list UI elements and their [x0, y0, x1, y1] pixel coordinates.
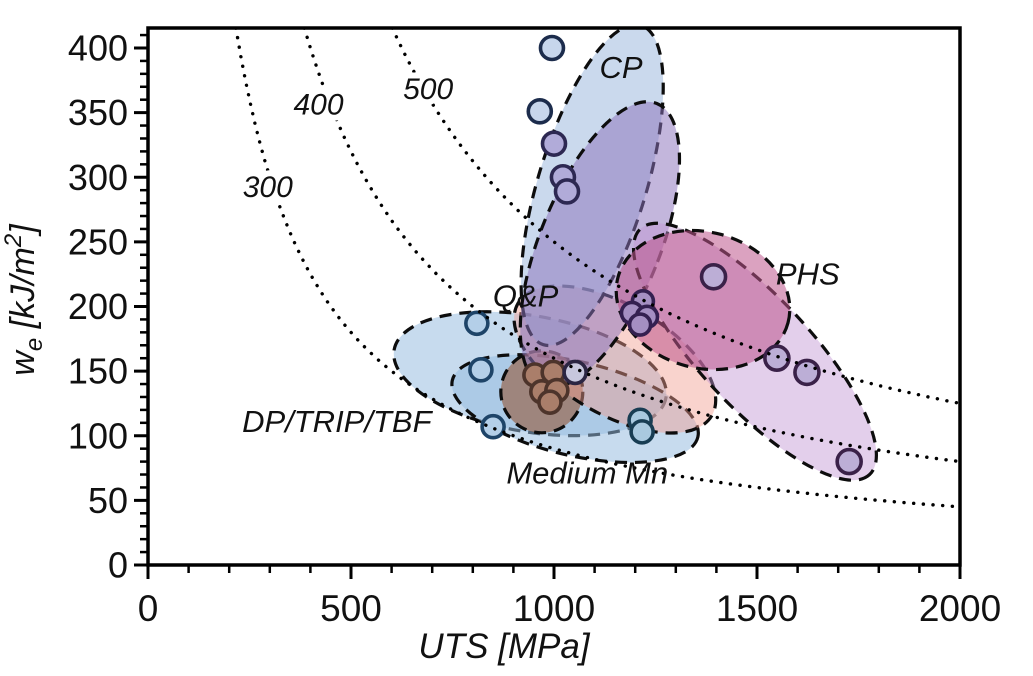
point-dp-points	[464, 310, 490, 337]
point-cp-lower-points	[553, 178, 581, 205]
y-tick-label-0: 0	[108, 545, 128, 586]
iso-curve-label-500: 500	[403, 73, 453, 106]
iso-curve-label-300: 300	[243, 171, 293, 204]
y-tick-label-350: 350	[68, 92, 128, 133]
iso-curve-label-400: 400	[293, 88, 343, 121]
y-tick-label-50: 50	[88, 480, 128, 521]
x-tick-label-2000: 2000	[919, 588, 1001, 629]
group-points	[464, 34, 863, 476]
point-cp-lower-points	[540, 130, 568, 157]
point-medium-mn-points	[629, 419, 655, 445]
point-phs-points	[835, 447, 863, 476]
region-label-medium-mn: Medium Mn	[506, 456, 668, 491]
point-cluster-1200-points	[627, 312, 653, 337]
iso-curve-500	[390, 28, 960, 405]
point-cp-upper-points	[538, 34, 566, 62]
y-tick-label-400: 400	[68, 28, 128, 69]
point-phs-points	[793, 358, 821, 387]
region-phs-core	[614, 228, 792, 372]
y-tick-label-300: 300	[68, 157, 128, 198]
y-tick-label-250: 250	[68, 221, 128, 262]
point-phs-points	[699, 262, 728, 291]
y-tick-label-100: 100	[68, 415, 128, 456]
iso-curve-300	[234, 28, 959, 509]
group-iso-curves	[234, 28, 960, 509]
point-dp-points	[468, 357, 494, 383]
region-label-cp: CP	[599, 50, 642, 85]
point-qp-right-point	[562, 359, 588, 386]
y-axis-title: we [kJ/m2]	[0, 223, 48, 376]
y-tick-label-150: 150	[68, 351, 128, 392]
region-label-phs: PHS	[776, 257, 840, 292]
y-tick-label-200: 200	[68, 286, 128, 327]
x-tick-label-500: 500	[320, 588, 382, 629]
group-regions	[392, 28, 879, 482]
region-label-dp-trip-tbf: DP/TRIP/TBF	[242, 404, 434, 439]
x-axis-title: UTS [MPa]	[418, 627, 590, 666]
point-qp-points	[537, 389, 563, 415]
x-tick-label-1500: 1500	[716, 588, 798, 629]
point-cp-upper-points	[526, 98, 554, 125]
x-tick-label-0: 0	[138, 588, 159, 629]
region-label-q-p: Q&P	[493, 279, 559, 314]
x-tick-label-1000: 1000	[513, 588, 595, 629]
point-dp-points	[480, 413, 506, 440]
group-ticks	[134, 33, 962, 579]
point-phs-points	[763, 344, 791, 373]
